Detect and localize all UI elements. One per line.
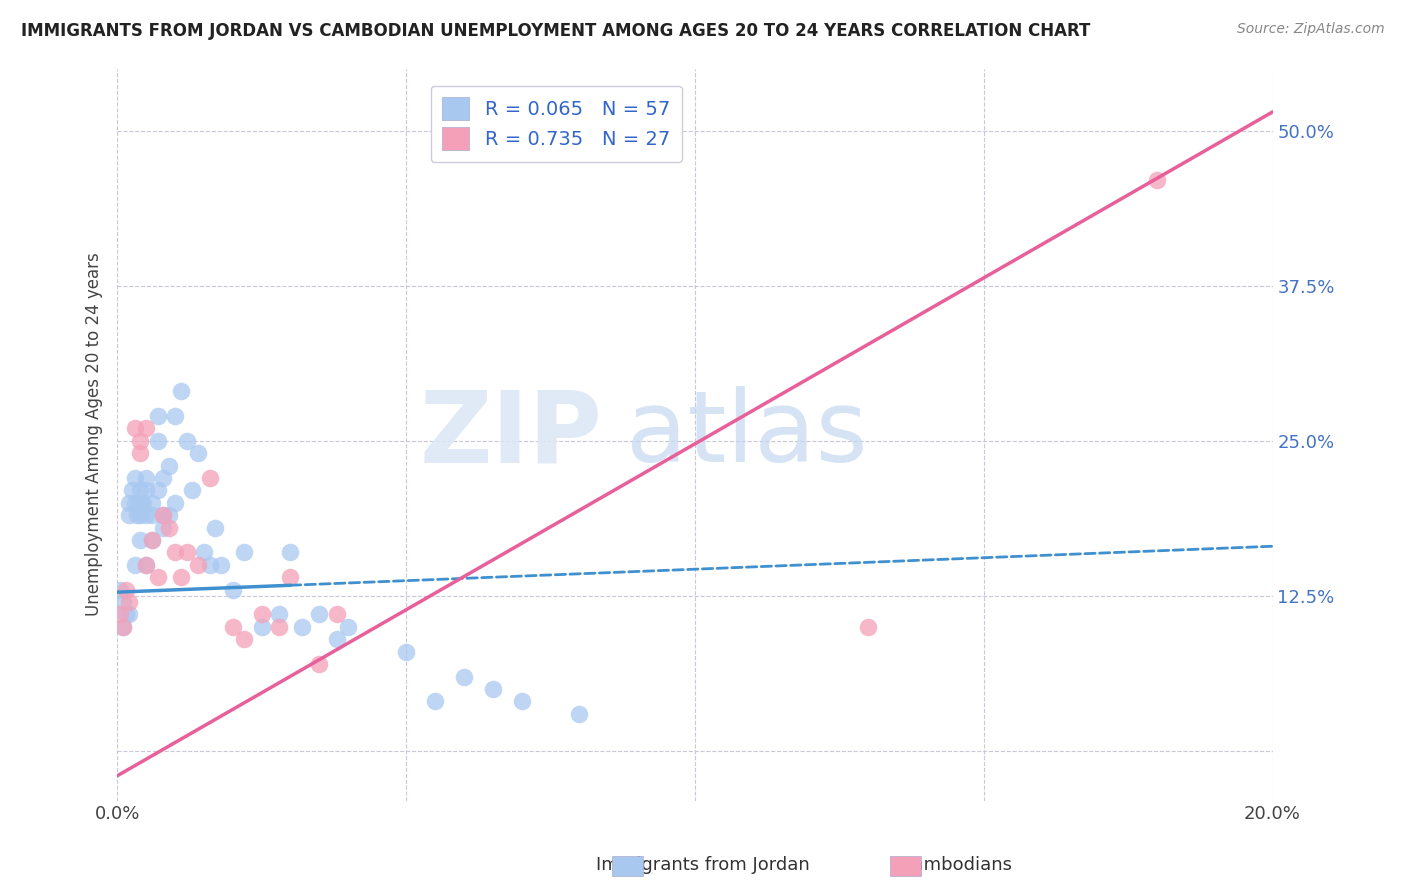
Point	[291, 620, 314, 634]
Point	[157, 521, 180, 535]
Point	[132, 496, 155, 510]
Point	[209, 558, 232, 572]
Point	[250, 607, 273, 622]
Point	[135, 421, 157, 435]
Point	[146, 570, 169, 584]
Point	[146, 483, 169, 498]
Point	[135, 558, 157, 572]
Point	[233, 545, 256, 559]
Point	[157, 458, 180, 473]
Point	[141, 533, 163, 547]
Point	[176, 434, 198, 448]
Point	[222, 620, 245, 634]
Point	[280, 545, 302, 559]
Text: Cambodians: Cambodians	[900, 856, 1012, 874]
Point	[135, 558, 157, 572]
Point	[856, 620, 879, 634]
Point	[325, 632, 347, 647]
Point	[118, 595, 141, 609]
Point	[198, 471, 221, 485]
Text: ZIP: ZIP	[419, 386, 602, 483]
Point	[267, 607, 290, 622]
Point	[250, 620, 273, 634]
Legend: R = 0.065   N = 57, R = 0.735   N = 27: R = 0.065 N = 57, R = 0.735 N = 27	[430, 86, 682, 161]
Point	[152, 471, 174, 485]
Point	[163, 545, 186, 559]
Point	[337, 620, 360, 634]
Point	[163, 496, 186, 510]
Point	[308, 657, 330, 672]
Point	[187, 558, 209, 572]
Point	[176, 545, 198, 559]
Point	[152, 508, 174, 523]
Point	[111, 620, 134, 634]
Point	[118, 508, 141, 523]
Point	[568, 706, 591, 721]
Point	[111, 595, 134, 609]
Point	[135, 508, 157, 523]
Point	[423, 694, 446, 708]
Point	[129, 533, 152, 547]
Point	[135, 483, 157, 498]
Point	[233, 632, 256, 647]
Point	[163, 409, 186, 423]
Text: Source: ZipAtlas.com: Source: ZipAtlas.com	[1237, 22, 1385, 37]
Point	[1146, 173, 1168, 187]
Point	[198, 558, 221, 572]
Point	[453, 669, 475, 683]
Point	[124, 558, 146, 572]
Point	[146, 409, 169, 423]
Point	[187, 446, 209, 460]
Point	[129, 446, 152, 460]
Text: Immigrants from Jordan: Immigrants from Jordan	[596, 856, 810, 874]
Point	[157, 508, 180, 523]
Point	[280, 570, 302, 584]
Point	[141, 496, 163, 510]
Point	[204, 521, 226, 535]
Point	[152, 521, 174, 535]
Point	[193, 545, 215, 559]
Point	[141, 508, 163, 523]
Point	[170, 570, 193, 584]
Point	[129, 496, 152, 510]
Point	[141, 533, 163, 547]
Point	[481, 681, 503, 696]
Point	[222, 582, 245, 597]
Point	[181, 483, 204, 498]
Point	[118, 496, 141, 510]
Point	[129, 434, 152, 448]
Point	[146, 434, 169, 448]
Point	[127, 508, 149, 523]
Point	[108, 582, 131, 597]
Point	[124, 496, 146, 510]
Text: atlas: atlas	[626, 386, 868, 483]
Point	[308, 607, 330, 622]
Point	[129, 508, 152, 523]
Point	[121, 483, 143, 498]
Point	[325, 607, 347, 622]
Point	[267, 620, 290, 634]
Point	[115, 582, 138, 597]
Point	[510, 694, 533, 708]
Point	[124, 421, 146, 435]
Point	[135, 471, 157, 485]
Point	[111, 620, 134, 634]
Point	[395, 645, 418, 659]
Point	[118, 607, 141, 622]
Point	[170, 384, 193, 398]
Point	[152, 508, 174, 523]
Point	[115, 607, 138, 622]
Point	[124, 471, 146, 485]
Y-axis label: Unemployment Among Ages 20 to 24 years: Unemployment Among Ages 20 to 24 years	[86, 252, 103, 616]
Text: IMMIGRANTS FROM JORDAN VS CAMBODIAN UNEMPLOYMENT AMONG AGES 20 TO 24 YEARS CORRE: IMMIGRANTS FROM JORDAN VS CAMBODIAN UNEM…	[21, 22, 1091, 40]
Point	[129, 483, 152, 498]
Point	[108, 607, 131, 622]
